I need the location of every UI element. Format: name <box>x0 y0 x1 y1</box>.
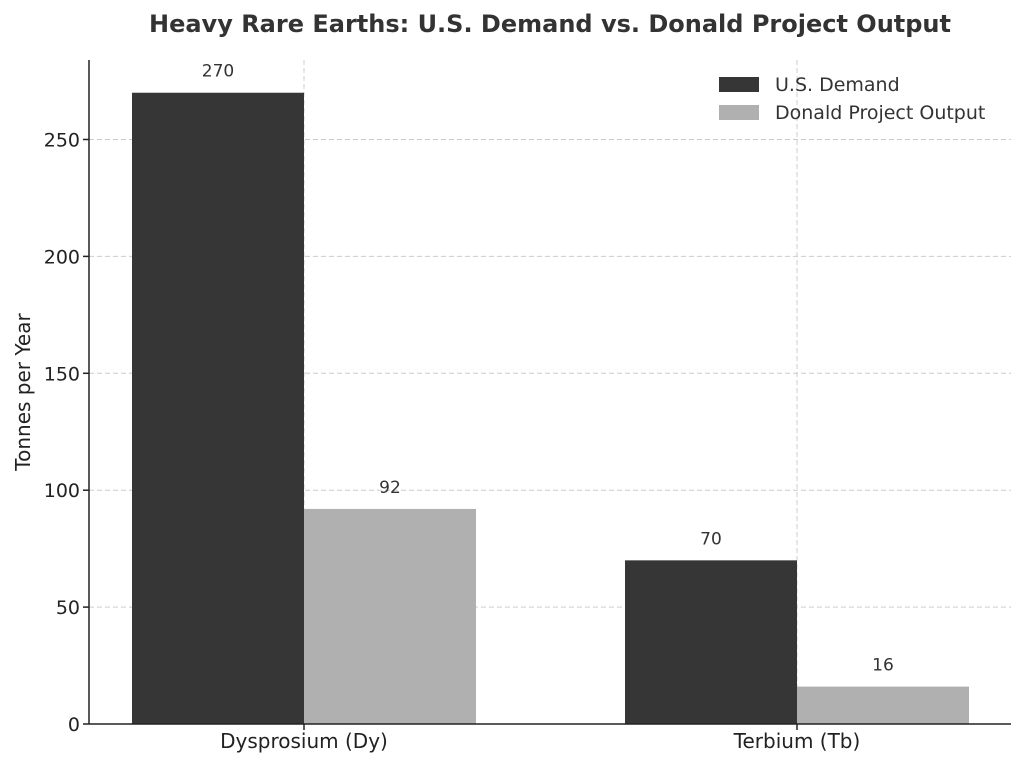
y-tick-label: 0 <box>68 714 80 736</box>
legend: U.S. Demand Donald Project Output <box>719 74 985 124</box>
axes <box>88 60 1011 725</box>
data-label: 16 <box>872 656 894 676</box>
y-tick-label: 200 <box>44 246 80 268</box>
bar-us-demand <box>625 560 797 724</box>
bar-donald-output <box>304 508 476 724</box>
x-ticks: Dysprosium (Dy) Terbium (Tb) <box>220 724 860 753</box>
legend-swatch <box>719 77 759 92</box>
bars: 270 70 92 16 <box>132 62 969 724</box>
y-tick-label: 150 <box>44 363 80 385</box>
y-axis-title: Tonnes per Year <box>11 313 35 472</box>
y-tick-label: 250 <box>44 129 80 151</box>
data-label: 70 <box>700 529 722 549</box>
x-tick-label: Terbium (Tb) <box>733 729 861 753</box>
legend-swatch <box>719 105 759 120</box>
bar-donald-output <box>797 686 969 724</box>
data-label: 92 <box>379 478 401 498</box>
y-tick-label: 50 <box>56 597 80 619</box>
chart-title: Heavy Rare Earths: U.S. Demand vs. Donal… <box>149 10 951 38</box>
legend-label: Donald Project Output <box>775 102 985 124</box>
y-tick-label: 100 <box>44 480 80 502</box>
legend-label: U.S. Demand <box>775 74 900 96</box>
bar-us-demand <box>132 92 304 724</box>
data-label: 270 <box>202 62 234 82</box>
y-ticks: 0 50 100 150 200 250 <box>44 129 89 736</box>
x-tick-label: Dysprosium (Dy) <box>220 729 388 753</box>
